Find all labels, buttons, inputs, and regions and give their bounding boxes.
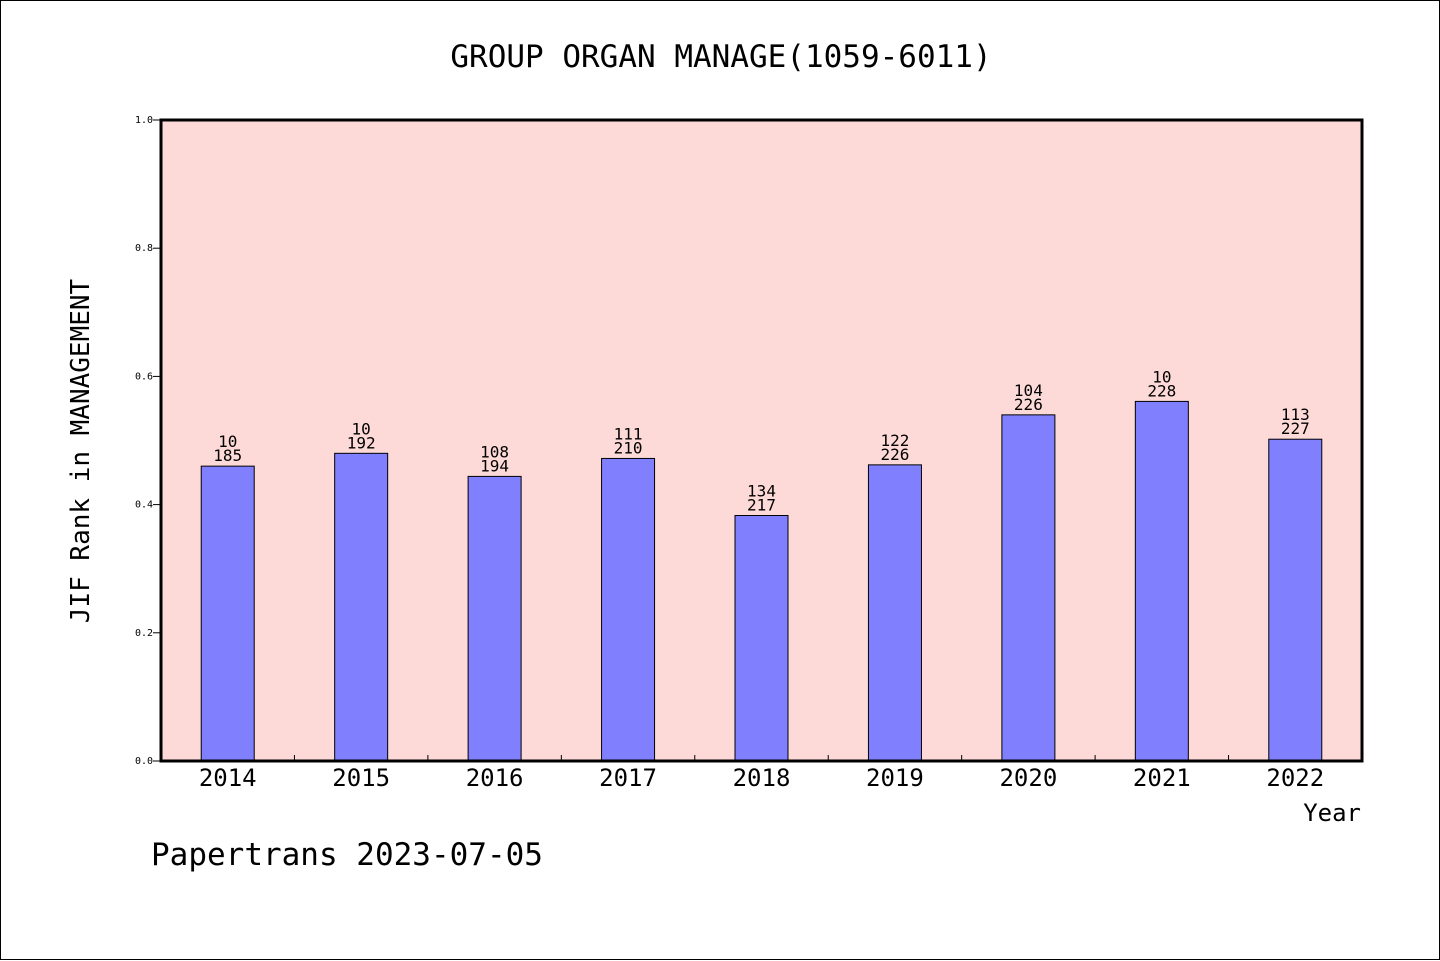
x-tick-label: 2021 [1133,764,1191,792]
x-tick-label: 2015 [332,764,390,792]
bar [734,514,789,762]
plot-border [159,118,1364,763]
bar-total-label: 185 [213,446,242,465]
bar-rank-label: 108 [480,442,509,461]
bar-series [200,400,1323,762]
bar-rank-label: 10 [218,432,237,451]
x-axis: 2014 2015 2016 2017 2018 2019 2020 2021 2022 [199,755,1324,792]
bar-rank-label: 134 [747,481,776,500]
x-tick-label: 2020 [999,764,1057,792]
y-tick-label: 0.8 [135,243,153,254]
bar [1268,438,1323,762]
bar-total-label: 192 [347,433,376,452]
bar [467,475,522,762]
bar-total-label: 210 [614,438,643,457]
bar-total-label: 194 [480,456,509,475]
x-tick-label: 2019 [866,764,924,792]
bar-rank-label: 10 [1152,367,1171,386]
bar-total-label: 217 [747,495,776,514]
chart-title: GROUP ORGAN MANAGE(1059-6011) [450,39,991,75]
bar [1134,400,1189,762]
x-tick-label: 2018 [733,764,791,792]
y-axis-label: JIF Rank in MANAGEMENT [66,278,96,623]
y-tick-label: 0.0 [135,756,153,767]
bar-rank-label: 10 [352,419,371,438]
bar-rank-label: 111 [614,424,643,443]
y-tick-label: 0.6 [135,371,153,382]
bar-total-label: 228 [1147,381,1176,400]
bar-total-label: 227 [1281,419,1310,438]
bar [1001,414,1056,762]
bar-total-label: 226 [1014,395,1043,414]
x-tick-label: 2022 [1266,764,1324,792]
bar [200,465,255,762]
bar [601,457,656,762]
bar-rank-label: 122 [880,431,909,450]
y-tick-label: 1.0 [135,115,153,126]
x-tick-label: 2014 [199,764,257,792]
x-tick-label: 2017 [599,764,657,792]
footer-credit: Papertrans 2023-07-05 [151,837,543,873]
bar [334,452,389,762]
y-tick-label: 0.4 [135,500,153,511]
bar [867,464,922,762]
x-tick-label: 2016 [466,764,524,792]
y-tick-label: 0.2 [135,628,153,639]
bar-rank-label: 104 [1014,381,1043,400]
y-axis: 0.0 0.2 0.4 0.6 0.8 1.0 [135,115,161,767]
bar-rank-label: 113 [1281,405,1310,424]
bar-total-label: 226 [880,445,909,464]
x-axis-label: Year [1303,799,1361,827]
